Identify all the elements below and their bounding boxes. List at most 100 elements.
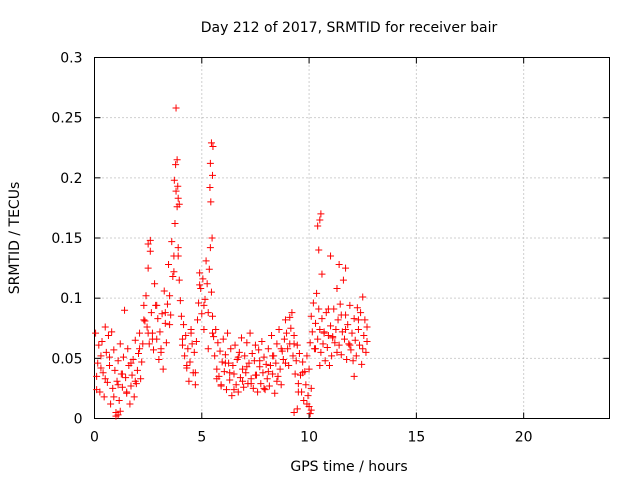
data-point — [290, 408, 298, 416]
data-point — [109, 384, 117, 392]
data-point — [316, 325, 324, 333]
data-point — [191, 381, 199, 389]
data-point — [118, 383, 126, 391]
data-point — [309, 299, 317, 307]
data-point — [144, 329, 152, 337]
data-point — [234, 353, 242, 361]
data-point — [343, 356, 351, 364]
data-point — [167, 311, 175, 319]
data-point — [196, 269, 204, 277]
data-point — [166, 321, 174, 329]
data-point — [319, 340, 327, 348]
data-point — [148, 335, 156, 343]
data-point — [245, 359, 253, 367]
data-point — [325, 362, 333, 370]
data-point — [315, 305, 323, 313]
data-point — [312, 319, 320, 327]
data-point — [194, 316, 201, 324]
data-point — [174, 252, 182, 260]
data-point — [287, 324, 295, 332]
data-point — [293, 405, 301, 413]
data-point — [204, 345, 212, 353]
data-point — [269, 370, 277, 378]
data-point — [360, 331, 368, 339]
data-point — [329, 334, 337, 342]
data-point — [172, 161, 180, 169]
data-point — [274, 372, 282, 380]
data-point — [181, 352, 189, 360]
data-point — [342, 264, 350, 272]
data-point — [101, 323, 109, 331]
data-point — [210, 333, 218, 341]
data-point — [260, 384, 268, 392]
data-point — [359, 293, 367, 301]
data-point — [316, 362, 324, 370]
data-point — [247, 380, 255, 388]
data-point — [314, 335, 322, 343]
data-point — [175, 200, 183, 208]
x-tick-label: 5 — [197, 430, 206, 446]
data-point — [344, 321, 352, 329]
data-point — [226, 369, 234, 377]
data-point — [254, 388, 262, 396]
data-point — [363, 323, 371, 331]
x-axis-label: GPS time / hours — [290, 459, 407, 475]
data-point — [156, 328, 164, 336]
data-point — [129, 356, 137, 364]
y-tick-label: 0.25 — [51, 111, 82, 127]
data-point — [313, 289, 321, 297]
data-point — [106, 353, 114, 361]
data-point — [121, 306, 129, 314]
data-point — [316, 216, 324, 224]
y-tick-label: 0.15 — [51, 231, 82, 247]
data-point — [241, 352, 249, 360]
data-point — [291, 370, 299, 378]
data-point — [222, 386, 230, 394]
data-point — [348, 329, 356, 337]
data-point — [230, 370, 238, 378]
data-point — [236, 374, 244, 382]
data-point — [174, 182, 182, 190]
data-point — [99, 369, 107, 377]
data-point — [138, 358, 146, 366]
data-point — [100, 393, 108, 401]
data-point — [306, 339, 314, 347]
data-point — [333, 348, 341, 356]
data-point — [172, 104, 180, 112]
data-point — [209, 143, 217, 151]
data-point — [158, 310, 166, 318]
data-point — [320, 328, 328, 336]
data-point — [273, 377, 281, 385]
data-point — [358, 360, 366, 368]
data-point — [239, 377, 247, 385]
tick-labels: 0 5 10 15 20 0 0.05 0.1 0.15 0.2 0.25 0.3 — [51, 51, 532, 446]
data-point — [279, 356, 287, 364]
axis-ticks — [94, 57, 610, 419]
data-point — [166, 292, 174, 300]
data-point — [180, 321, 188, 329]
data-point — [349, 357, 357, 365]
data-point — [335, 260, 343, 268]
data-point — [354, 316, 362, 324]
data-point — [306, 410, 314, 418]
data-point — [134, 350, 142, 358]
data-point — [116, 340, 124, 348]
data-point — [294, 380, 302, 388]
data-point — [160, 287, 168, 295]
data-point — [307, 384, 315, 392]
data-point — [328, 352, 336, 360]
data-point — [187, 329, 195, 337]
data-point — [201, 295, 209, 303]
data-point — [304, 392, 312, 400]
data-point — [113, 377, 121, 385]
data-point — [327, 322, 335, 330]
data-point — [206, 183, 214, 191]
data-point — [115, 396, 123, 404]
data-point — [290, 340, 298, 348]
data-point — [261, 386, 269, 394]
data-point — [108, 328, 116, 336]
data-point — [221, 351, 229, 359]
data-point — [263, 375, 271, 383]
data-point — [219, 335, 227, 343]
data-point — [350, 315, 358, 323]
